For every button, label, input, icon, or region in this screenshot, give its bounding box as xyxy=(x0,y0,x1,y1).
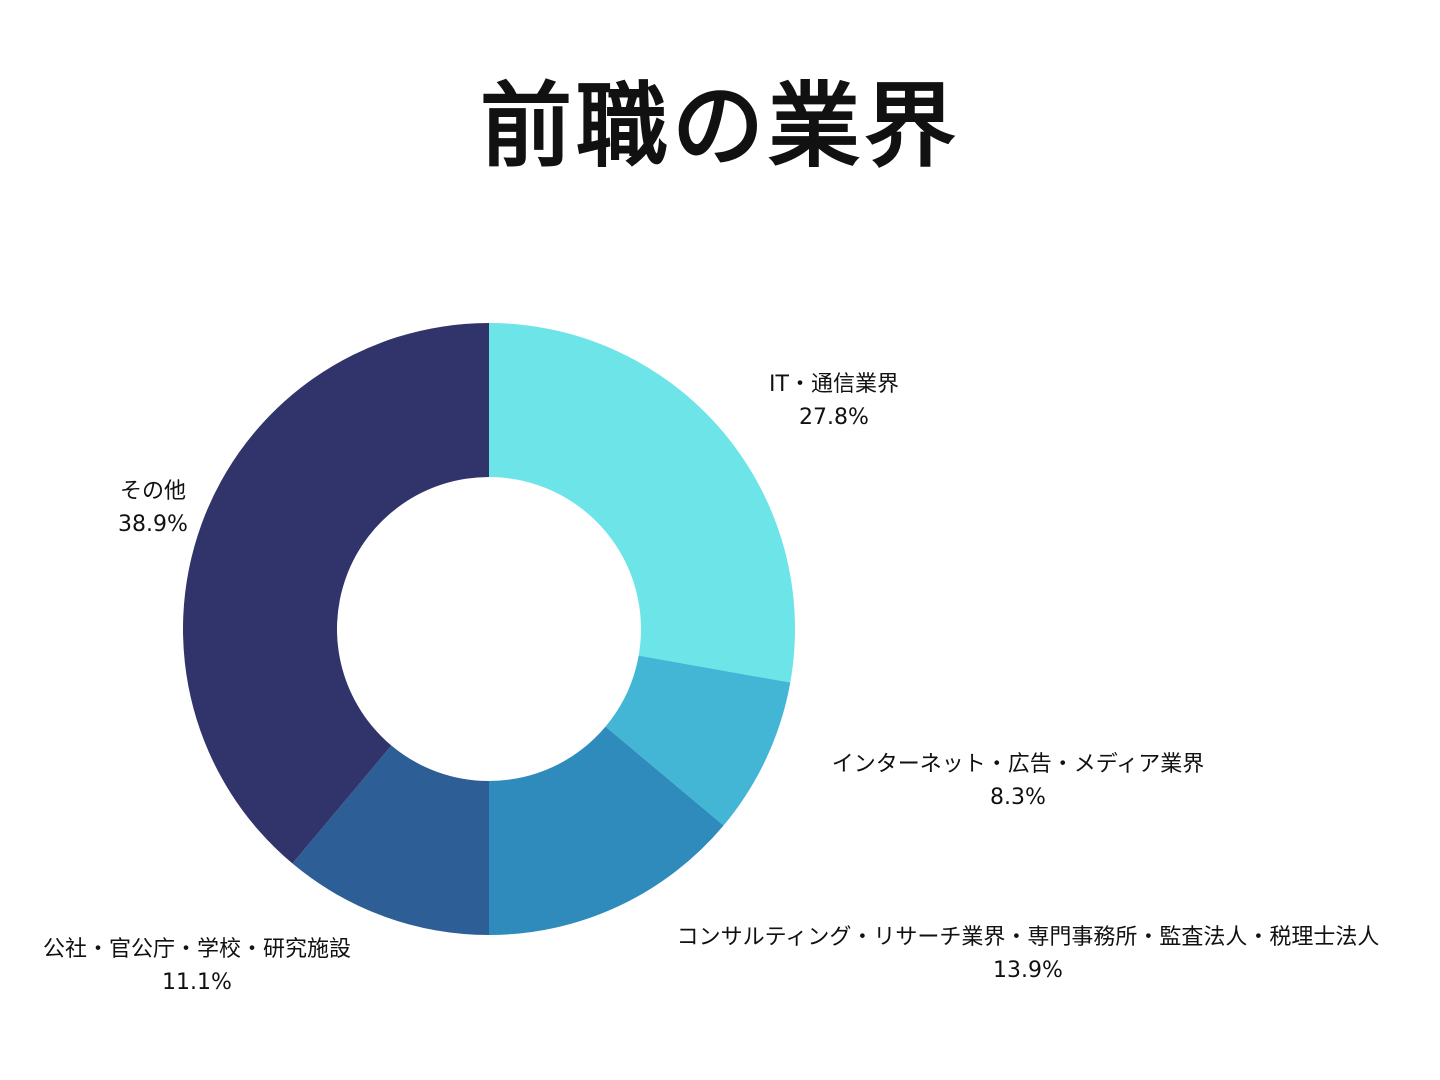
donut-slice xyxy=(489,726,724,935)
slice-label: コンサルティング・リサーチ業界・専門事務所・監査法人・税理士法人 xyxy=(677,925,1380,950)
slice-value-label: 27.8% xyxy=(799,405,869,430)
slice-label: インターネット・広告・メディア業界 xyxy=(832,752,1204,777)
donut-slice xyxy=(489,323,795,683)
slice-value-label: 13.9% xyxy=(993,958,1063,983)
donut-slices xyxy=(183,323,795,935)
chart-title: 前職の業界 xyxy=(479,73,960,180)
slice-value-label: 11.1% xyxy=(162,970,232,995)
slice-label: IT・通信業界 xyxy=(769,372,899,397)
donut-slice xyxy=(292,745,489,935)
slice-label: 公社・官公庁・学校・研究施設 xyxy=(43,937,351,962)
slice-labels: IT・通信業界 27.8% インターネット・広告・メディア業界 8.3% コンサルティン… xyxy=(43,372,1379,995)
donut-slice xyxy=(605,655,791,826)
slice-value-label: 8.3% xyxy=(990,785,1046,810)
donut-slice xyxy=(183,323,490,864)
slice-label: その他 xyxy=(120,479,186,504)
slice-value-label: 38.9% xyxy=(118,512,188,537)
